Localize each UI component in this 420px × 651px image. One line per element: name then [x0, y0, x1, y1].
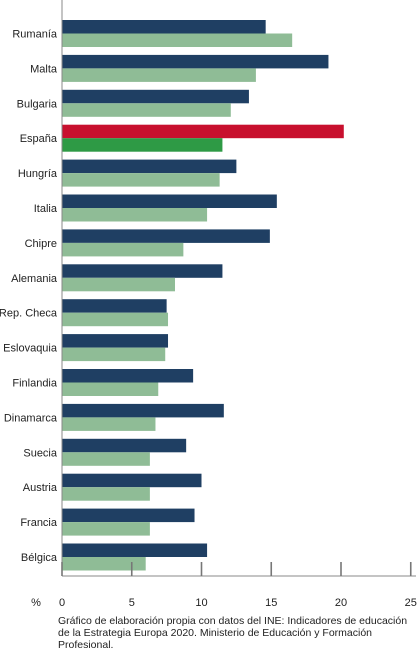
bar-1-austria — [62, 473, 202, 488]
x-axis: 0 5 10 15 20 25 — [59, 0, 417, 609]
category-label: Bélgica — [21, 552, 58, 564]
category-label: Eslovaquia — [3, 343, 58, 355]
x-tick-label: 5 — [129, 597, 135, 609]
category-labels: Rumanía Malta Bulgaria España Hungría Italia C… — [0, 29, 58, 565]
x-tick-label: 25 — [405, 597, 417, 609]
category-label: Italia — [34, 203, 58, 215]
category-label: Bulgaria — [17, 98, 58, 110]
category-label: España — [20, 133, 58, 145]
bar-2-bulgaria — [62, 103, 231, 117]
bar-2-malta — [62, 68, 256, 82]
category-label: Rep. Checa — [0, 308, 58, 320]
bar-2-finlandia — [62, 382, 159, 396]
bar-1-b-lgica — [62, 543, 208, 557]
x-tick-label: 0 — [59, 597, 65, 609]
bar-2-dinamarca — [62, 417, 156, 431]
bar-2-suecia — [62, 452, 150, 466]
category-label: Francia — [20, 517, 58, 529]
category-label: Malta — [30, 63, 58, 75]
bar-1-rep-checa — [62, 299, 167, 313]
category-label: Austria — [23, 482, 58, 494]
bar-1-bulgaria — [62, 89, 249, 104]
bar-2-francia — [62, 522, 150, 536]
category-label: Dinamarca — [4, 412, 58, 424]
x-tick-label: 15 — [265, 597, 277, 609]
bar-2-b-lgica — [62, 557, 146, 571]
category-label: Chipre — [25, 238, 57, 250]
bar-1-espa-a — [62, 124, 344, 139]
bar-2-austria — [62, 487, 150, 501]
bar-1-hungr-a — [62, 159, 237, 174]
category-label: Rumanía — [12, 29, 58, 41]
bar-1-eslovaquia — [62, 334, 169, 348]
bar-1-chipre — [62, 229, 270, 243]
bar-1-francia — [62, 508, 195, 523]
bar-2-espa-a — [62, 138, 223, 152]
bars-group — [62, 20, 344, 571]
bar-2-hungr-a — [62, 173, 220, 187]
category-label: Finlandia — [12, 378, 58, 390]
bar-1-finlandia — [62, 369, 194, 383]
bar-2-italia — [62, 208, 208, 222]
category-label: Hungría — [18, 168, 58, 180]
bar-2-eslovaquia — [62, 347, 166, 362]
bar-2-ruman-a — [62, 33, 293, 47]
bar-1-malta — [62, 54, 329, 69]
x-axis-unit-label: % — [31, 597, 41, 609]
category-label: Suecia — [23, 447, 58, 459]
source-note: Gráfico de elaboración propia con datos … — [58, 615, 408, 651]
bar-1-alemania — [62, 264, 223, 278]
bar-2-chipre — [62, 242, 184, 257]
bar-1-ruman-a — [62, 20, 266, 34]
bar-2-rep-checa — [62, 312, 169, 327]
bar-2-alemania — [62, 277, 175, 292]
bar-1-dinamarca — [62, 403, 224, 418]
category-label: Alemania — [11, 273, 58, 285]
bar-1-italia — [62, 194, 277, 208]
x-tick-label: 20 — [335, 597, 347, 609]
bar-1-suecia — [62, 438, 187, 453]
x-tick-label: 10 — [195, 597, 207, 609]
